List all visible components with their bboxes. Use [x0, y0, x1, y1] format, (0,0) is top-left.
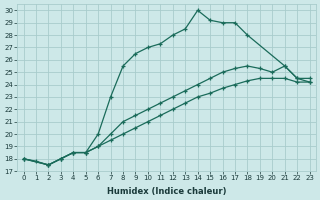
- X-axis label: Humidex (Indice chaleur): Humidex (Indice chaleur): [107, 187, 226, 196]
